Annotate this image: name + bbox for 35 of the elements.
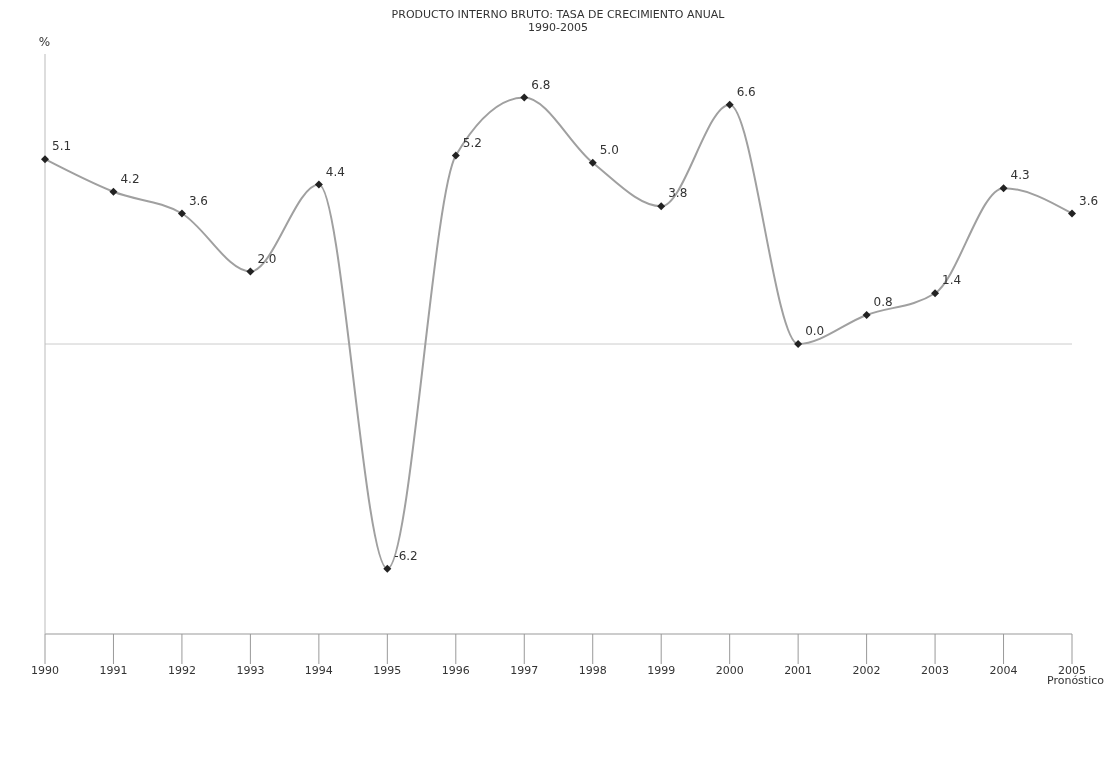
data-label: 3.6 (188, 193, 209, 208)
x-tick-label: 2004 (989, 663, 1018, 677)
x-tick-label: 1995 (373, 663, 402, 677)
data-label: 4.2 (120, 171, 140, 186)
x-tick-label: 1994 (304, 663, 333, 677)
x-tick-label: 1999 (647, 663, 676, 677)
x-tick-label: 1990 (31, 663, 59, 677)
chart-subtitle: 1990-2005 (527, 21, 589, 34)
data-label: 5.0 (599, 142, 619, 157)
data-label: -6.2 (394, 548, 418, 563)
data-label: 1.4 (942, 273, 962, 288)
data-label: 4.3 (1010, 168, 1030, 183)
y-axis-title: % (38, 35, 51, 49)
x-tick-label: 1993 (236, 663, 265, 677)
x-tick-label: 1998 (578, 663, 607, 677)
x-tick-label: 2002 (852, 663, 881, 677)
data-label: 0.0 (805, 324, 825, 338)
data-label: 3.8 (668, 186, 688, 201)
chart-title: PRODUCTO INTERNO BRUTO: TASA DE CRECIMIENTO ANUAL (390, 8, 726, 21)
x-tick-label: 2003 (921, 663, 950, 677)
data-label: 4.4 (325, 164, 345, 179)
x-tick-label: 1991 (99, 663, 128, 677)
data-label: 5.2 (462, 135, 482, 150)
x-tick-label: 1996 (441, 663, 470, 677)
data-label: 0.8 (873, 295, 893, 309)
data-label: 6.6 (736, 84, 756, 99)
x-tick-label: 2000 (715, 663, 744, 677)
data-label: 3.6 (1079, 193, 1099, 208)
data-label: 2.0 (257, 251, 277, 266)
data-label: 6.8 (531, 77, 551, 92)
x-tick-label: 2001 (784, 663, 813, 677)
data-label: 5.1 (52, 139, 72, 154)
x-tick-label: 1997 (510, 663, 539, 677)
x-tick-label: 1992 (167, 663, 196, 677)
text: Pronóstico (1046, 674, 1104, 687)
